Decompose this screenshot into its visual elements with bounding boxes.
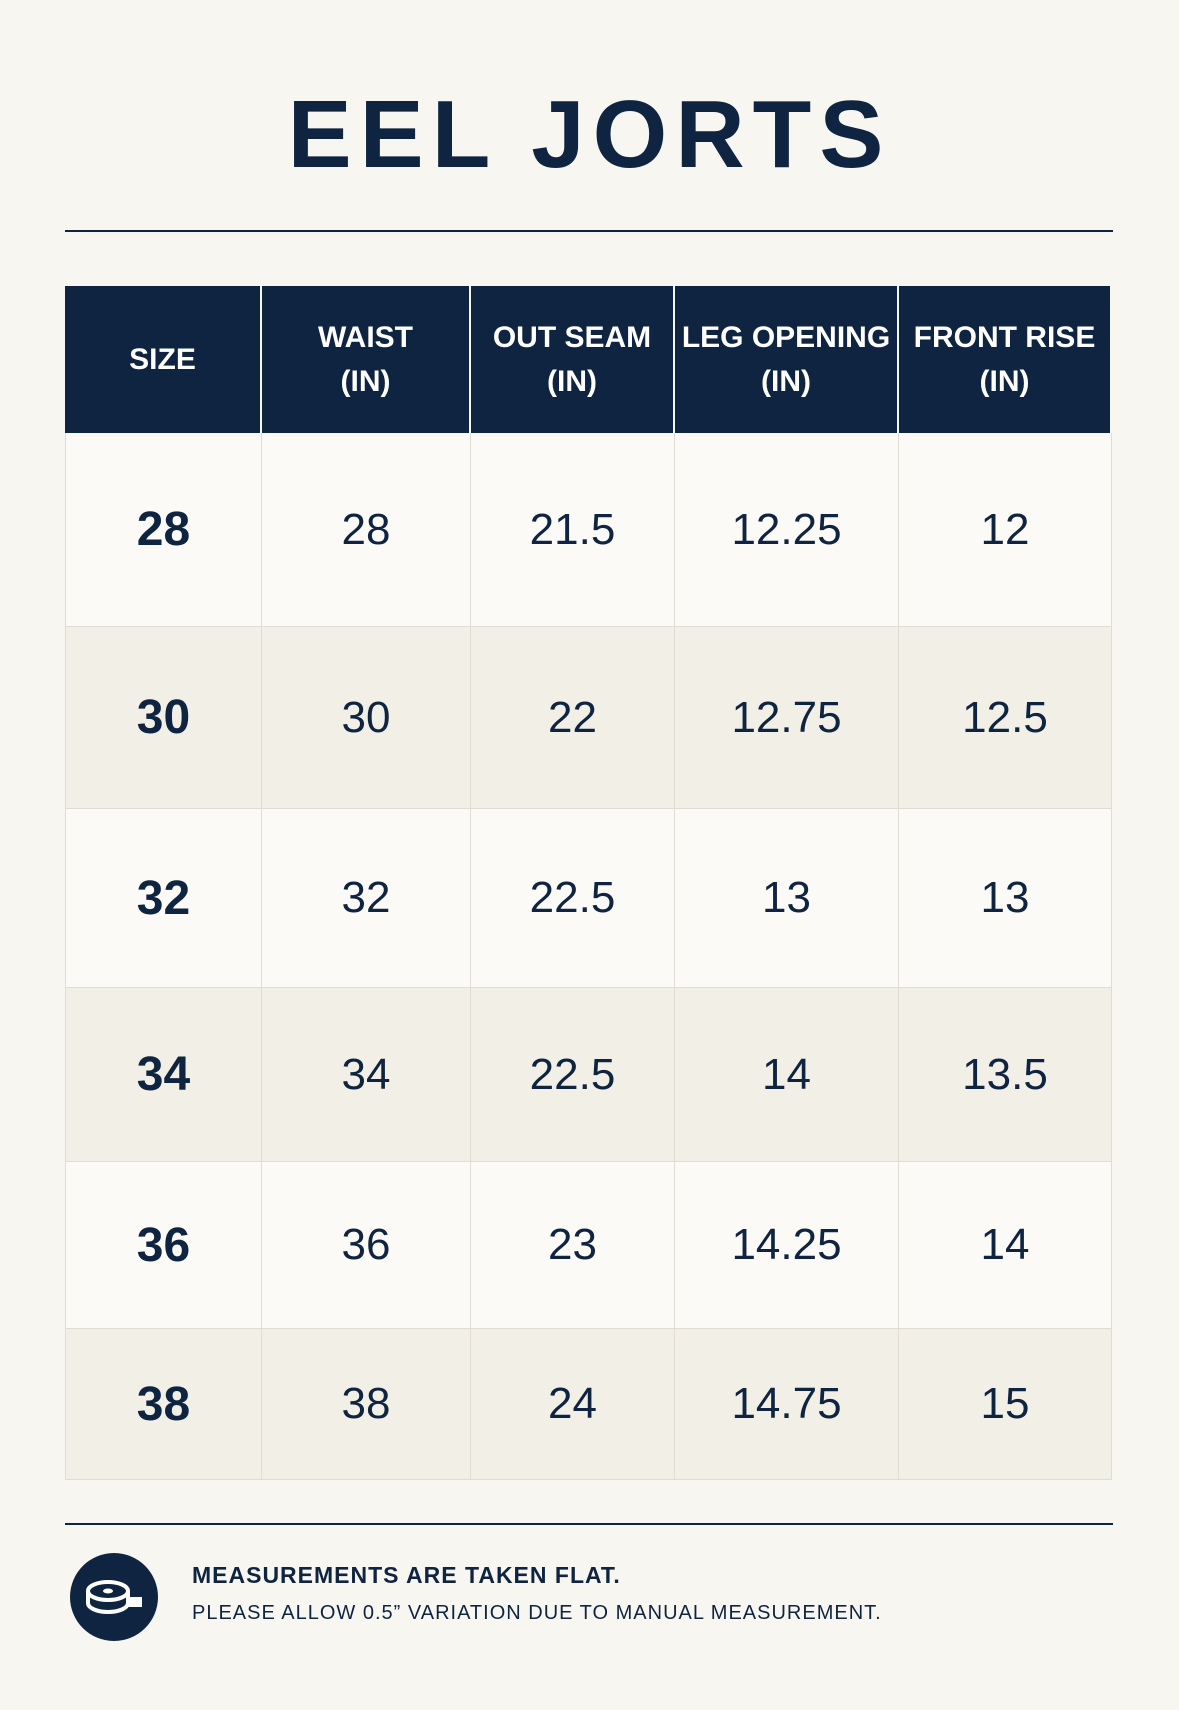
size-cell: 28 bbox=[65, 433, 262, 627]
value-cell: 14.25 bbox=[675, 1162, 899, 1329]
column-header: FRONT RISE (IN) bbox=[899, 286, 1112, 433]
size-cell: 34 bbox=[65, 988, 262, 1162]
value-cell: 15 bbox=[899, 1329, 1112, 1480]
title: EEL JORTS bbox=[287, 81, 892, 188]
value-cell: 13 bbox=[899, 809, 1112, 988]
column-header: LEG OPENING (IN) bbox=[675, 286, 899, 433]
value-cell: 14 bbox=[899, 1162, 1112, 1329]
value-cell: 32 bbox=[262, 809, 471, 988]
value-cell: 30 bbox=[262, 627, 471, 809]
top-rule bbox=[65, 230, 1113, 232]
footer-note: MEASUREMENTS ARE TAKEN FLAT. bbox=[192, 1562, 621, 1588]
value-cell: 14 bbox=[675, 988, 899, 1162]
value-cell: 14.75 bbox=[675, 1329, 899, 1480]
value-cell: 24 bbox=[471, 1329, 675, 1480]
value-cell: 22 bbox=[471, 627, 675, 809]
value-cell: 12.5 bbox=[899, 627, 1112, 809]
value-cell: 13.5 bbox=[899, 988, 1112, 1162]
column-header: SIZE bbox=[65, 286, 262, 433]
size-cell: 36 bbox=[65, 1162, 262, 1329]
column-header: OUT SEAM (IN) bbox=[471, 286, 675, 433]
value-cell: 12.25 bbox=[675, 433, 899, 627]
footer-subnote: PLEASE ALLOW 0.5” VARIATION DUE TO MANUA… bbox=[192, 1602, 882, 1624]
value-cell: 21.5 bbox=[471, 433, 675, 627]
value-cell: 22.5 bbox=[471, 809, 675, 988]
value-cell: 23 bbox=[471, 1162, 675, 1329]
value-cell: 38 bbox=[262, 1329, 471, 1480]
size-cell: 38 bbox=[65, 1329, 262, 1480]
bottom-rule bbox=[65, 1523, 1113, 1525]
value-cell: 36 bbox=[262, 1162, 471, 1329]
column-header: WAIST (IN) bbox=[262, 286, 471, 433]
value-cell: 22.5 bbox=[471, 988, 675, 1162]
value-cell: 12.75 bbox=[675, 627, 899, 809]
size-cell: 30 bbox=[65, 627, 262, 809]
value-cell: 34 bbox=[262, 988, 471, 1162]
tape-icon bbox=[70, 1553, 158, 1641]
size-cell: 32 bbox=[65, 809, 262, 988]
value-cell: 28 bbox=[262, 433, 471, 627]
value-cell: 13 bbox=[675, 809, 899, 988]
value-cell: 12 bbox=[899, 433, 1112, 627]
